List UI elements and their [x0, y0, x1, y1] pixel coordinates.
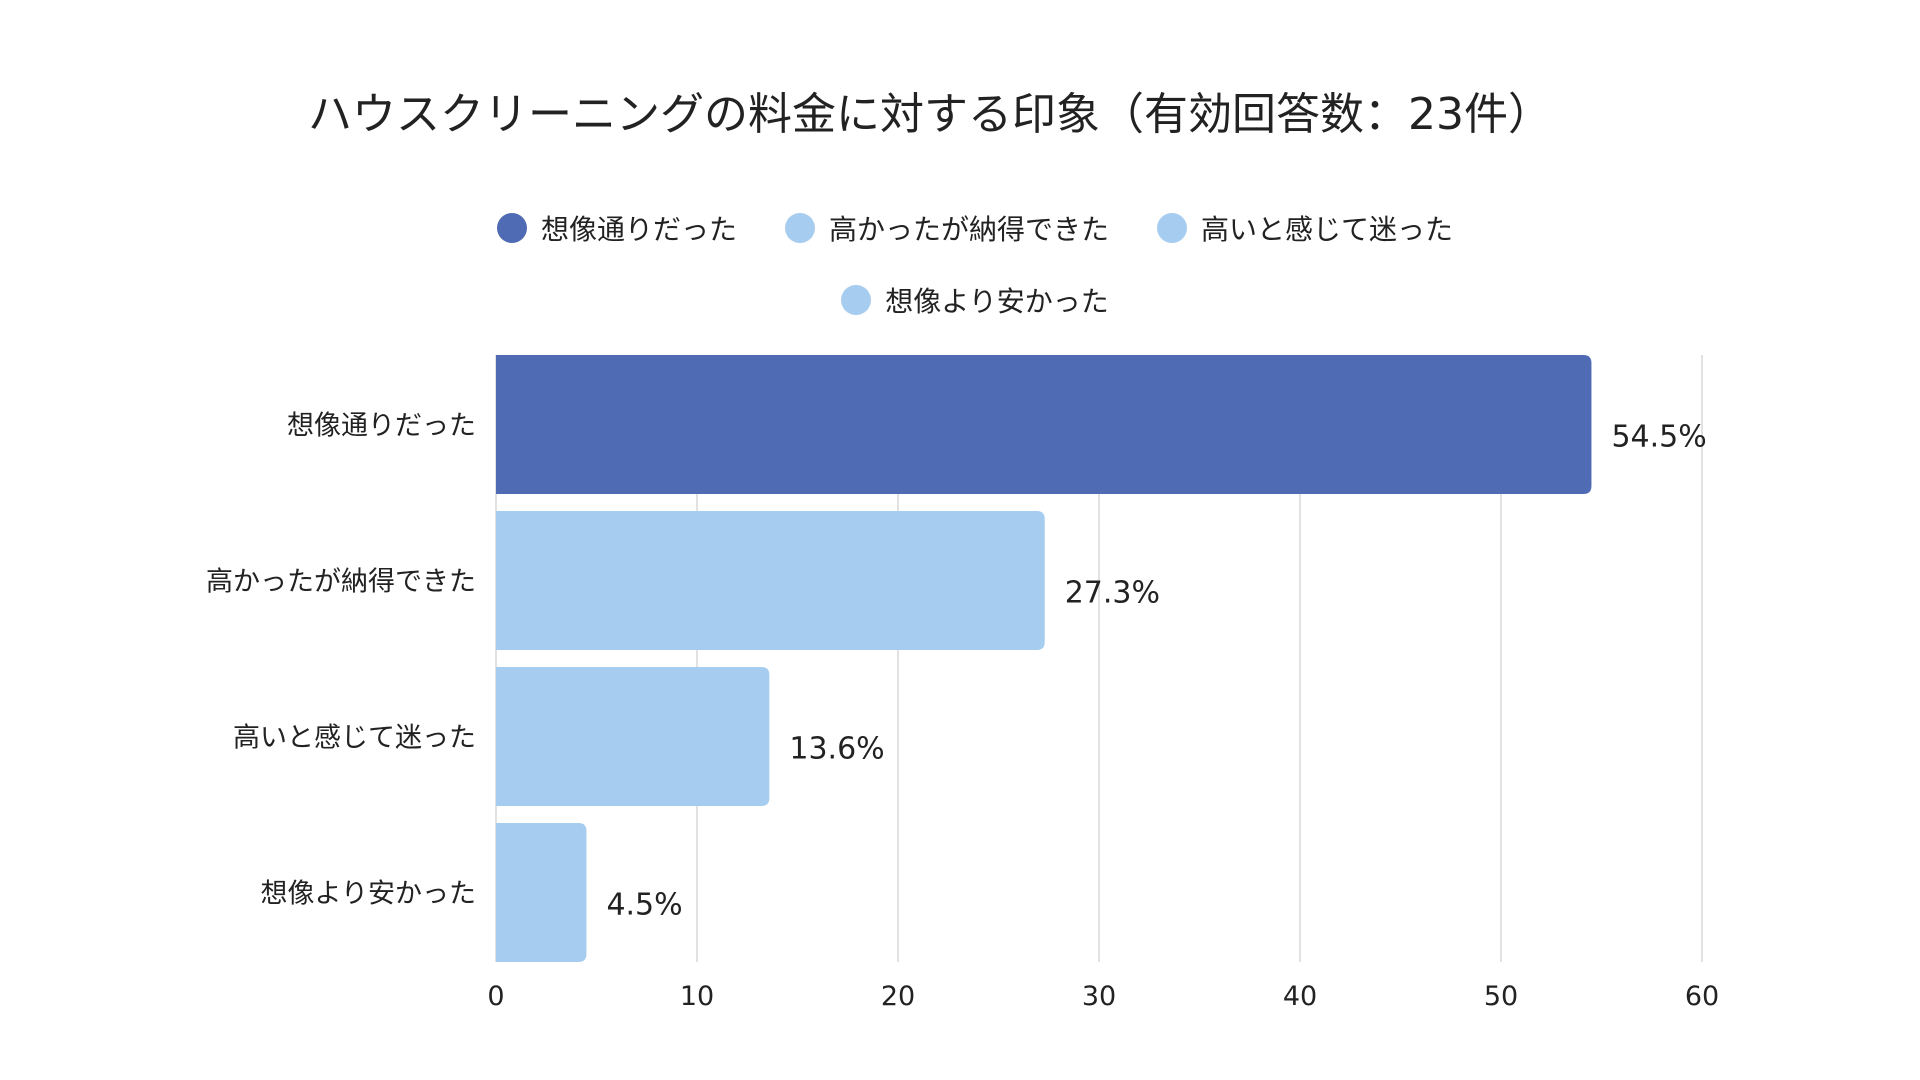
legend-swatch-icon: [784, 213, 815, 243]
bar: [496, 823, 587, 962]
legend: 想像通りだった 高かったが納得できた 高いと感じて迷った: [130, 208, 1820, 248]
bar: [496, 511, 1045, 650]
legend-label: 想像より安かった: [885, 285, 1109, 318]
legend-label: 高いと感じて迷った: [1201, 213, 1454, 246]
x-tick-label: 40: [1283, 981, 1317, 1012]
x-tick-label: 0: [487, 981, 504, 1012]
y-category-label: 高いと感じて迷った: [233, 723, 476, 754]
x-tick-label: 20: [881, 981, 915, 1012]
legend-row-2: 想像より安かった: [130, 280, 1820, 320]
y-category-label: 想像より安かった: [261, 879, 476, 910]
y-category-label: 高かったが納得できた: [206, 567, 476, 598]
legend-swatch-icon: [1157, 213, 1187, 243]
legend-item[interactable]: 想像より安かった: [841, 280, 1109, 320]
data-label: 27.3%: [1065, 576, 1160, 611]
legend-label: 想像通りだった: [540, 213, 737, 246]
y-category-label: 想像通りだった: [287, 411, 476, 442]
legend-item[interactable]: 高かったが納得できた: [784, 208, 1109, 248]
data-label: 54.5%: [1611, 420, 1706, 455]
data-label: 4.5%: [606, 888, 682, 923]
x-tick-label: 60: [1685, 981, 1719, 1012]
bar: [496, 667, 770, 806]
chart-title: ハウスクリーニングの料金に対する印象（有効回答数：23件）: [308, 89, 1552, 140]
x-tick-label: 50: [1484, 981, 1518, 1012]
legend-swatch-icon: [496, 213, 527, 243]
x-tick-label: 10: [680, 981, 714, 1012]
data-label: 13.6%: [789, 732, 884, 767]
legend-item[interactable]: 高いと感じて迷った: [1157, 208, 1453, 248]
legend-item[interactable]: 想像通りだった: [496, 208, 737, 248]
bar: [496, 355, 1592, 494]
x-tick-label: 30: [1082, 981, 1116, 1012]
legend-label: 高かったが納得できた: [828, 213, 1109, 246]
legend-swatch-icon: [841, 285, 872, 315]
